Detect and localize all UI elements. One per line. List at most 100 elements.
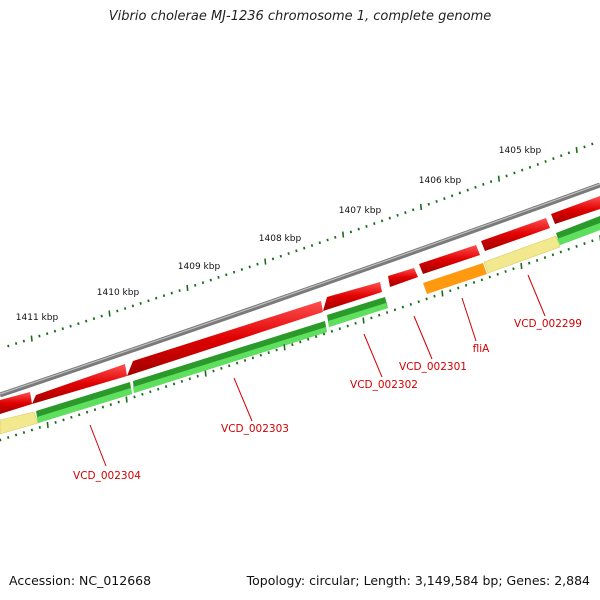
gene-block-reverse-light[interactable]: [133, 327, 327, 393]
gene-block-reverse-light[interactable]: [37, 388, 132, 423]
ruler-minor-tick: [299, 340, 302, 344]
ruler-minor-tick: [178, 289, 181, 292]
gene-block-orange[interactable]: [423, 263, 487, 294]
ruler-minor-tick: [425, 297, 428, 301]
ruler-minor-tick: [334, 235, 337, 239]
gene-label[interactable]: VCD_002303: [221, 423, 289, 435]
leader-line: [461, 297, 477, 342]
ruler-minor-tick: [591, 142, 594, 146]
ruler-minor-tick: [396, 213, 399, 217]
ruler-minor-tick: [338, 327, 341, 331]
ruler-minor-tick: [373, 222, 376, 226]
ruler-minor-tick: [378, 313, 381, 317]
gene-block-reverse-light[interactable]: [328, 303, 388, 327]
leader-line: [527, 274, 546, 317]
ruler-major-tick: [125, 396, 128, 403]
ruler-minor-tick: [232, 270, 236, 274]
ruler-minor-tick: [0, 438, 2, 442]
gene-label[interactable]: VCD_002301: [399, 361, 467, 373]
ruler-minor-tick: [101, 405, 105, 409]
chromosome-backbone-highlight: [0, 183, 600, 395]
ruler-minor-tick: [180, 379, 184, 383]
gene-arrow-forward[interactable]: [481, 218, 550, 251]
ruler-minor-tick: [346, 324, 349, 328]
ruler-major-tick: [264, 258, 267, 265]
ruler-minor-tick: [314, 335, 318, 339]
ruler-minor-tick: [267, 351, 270, 355]
gene-block-reverse-light[interactable]: [557, 223, 600, 245]
ruler-minor-tick: [109, 403, 112, 407]
ruler-inner-ticks: [0, 235, 600, 442]
ruler-minor-tick: [575, 244, 578, 248]
ruler-label: 1407 kbp: [339, 206, 382, 216]
gene-label[interactable]: VCD_002299: [514, 318, 582, 330]
gene-arrow-forward[interactable]: [32, 364, 127, 404]
ruler-minor-tick: [591, 239, 594, 243]
ruler-major-tick: [575, 146, 578, 153]
ruler-minor-tick: [488, 275, 491, 279]
ruler-minor-tick: [489, 180, 493, 184]
gene-block-pale[interactable]: [483, 235, 561, 274]
ruler-minor-tick: [443, 197, 446, 201]
reverse-strand-track: [0, 216, 600, 435]
ruler-minor-tick: [404, 211, 407, 215]
ruler-label: 1410 kbp: [97, 288, 140, 298]
ruler-minor-tick: [170, 291, 173, 295]
ruler-minor-tick: [457, 286, 460, 290]
ruler-minor-tick: [388, 216, 391, 220]
ruler-label: 1408 kbp: [259, 234, 302, 244]
ruler-minor-tick: [310, 244, 314, 247]
ruler-minor-tick: [551, 253, 555, 257]
genome-info-text: Topology: circular; Length: 3,149,584 bp…: [246, 573, 590, 588]
ruler-minor-tick: [201, 281, 205, 285]
gene-arrow-forward[interactable]: [551, 196, 600, 224]
ruler-minor-tick: [235, 361, 239, 365]
gene-label[interactable]: fliA: [473, 343, 491, 355]
ruler-minor-tick: [22, 339, 26, 343]
ruler-minor-tick: [536, 162, 539, 166]
gene-label[interactable]: VCD_002304: [73, 470, 141, 482]
ruler-minor-tick: [271, 257, 275, 261]
ruler-minor-tick: [512, 267, 515, 271]
ruler-minor-tick: [61, 327, 64, 331]
gene-arrow-forward[interactable]: [323, 282, 382, 311]
ruler-minor-tick: [38, 425, 41, 429]
gene-labels: VCD_002299 fliA VCD_002301 VCD_002302 VC…: [73, 318, 582, 482]
gene-label[interactable]: VCD_002302: [350, 379, 418, 391]
ruler-label: 1406 kbp: [419, 176, 462, 186]
ruler-minor-tick: [409, 302, 412, 306]
ruler-minor-tick: [116, 309, 119, 313]
ruler-minor-tick: [560, 154, 563, 158]
ruler-minor-tick: [326, 238, 329, 242]
ruler-minor-tick: [474, 185, 477, 189]
ruler-minor-tick: [521, 168, 524, 172]
ruler-minor-tick: [133, 395, 136, 399]
ruler-minor-tick: [77, 322, 80, 326]
ruler-minor-tick: [164, 385, 168, 389]
ruler-minor-tick: [535, 258, 539, 262]
ruler-minor-tick: [93, 408, 97, 412]
ruler-minor-tick: [14, 342, 18, 345]
ruler-major-tick: [46, 421, 49, 428]
ruler-minor-tick: [449, 289, 452, 293]
ruler-minor-tick: [256, 262, 259, 266]
gene-arrow-forward[interactable]: [127, 301, 323, 376]
gene-label-leaders: [89, 274, 546, 467]
ruler-minor-tick: [123, 307, 127, 310]
ruler-minor-tick: [217, 275, 220, 279]
gene-arrow-forward[interactable]: [419, 245, 480, 274]
ruler-minor-tick: [248, 265, 251, 269]
ruler-minor-tick: [504, 270, 507, 273]
gene-arrow-forward[interactable]: [0, 392, 32, 414]
ruler-major-tick: [362, 317, 365, 324]
ruler-minor-tick: [275, 348, 278, 352]
ruler-minor-tick: [583, 145, 586, 149]
ruler-minor-tick: [38, 334, 41, 338]
chromosome-backbone: [0, 182, 600, 398]
gene-arrow-forward[interactable]: [388, 268, 418, 287]
ruler-minor-tick: [46, 332, 49, 336]
ruler-minor-tick: [450, 194, 454, 198]
ruler-minor-tick: [240, 268, 244, 271]
ruler-minor-tick: [155, 296, 158, 300]
ruler-minor-tick: [78, 413, 81, 417]
